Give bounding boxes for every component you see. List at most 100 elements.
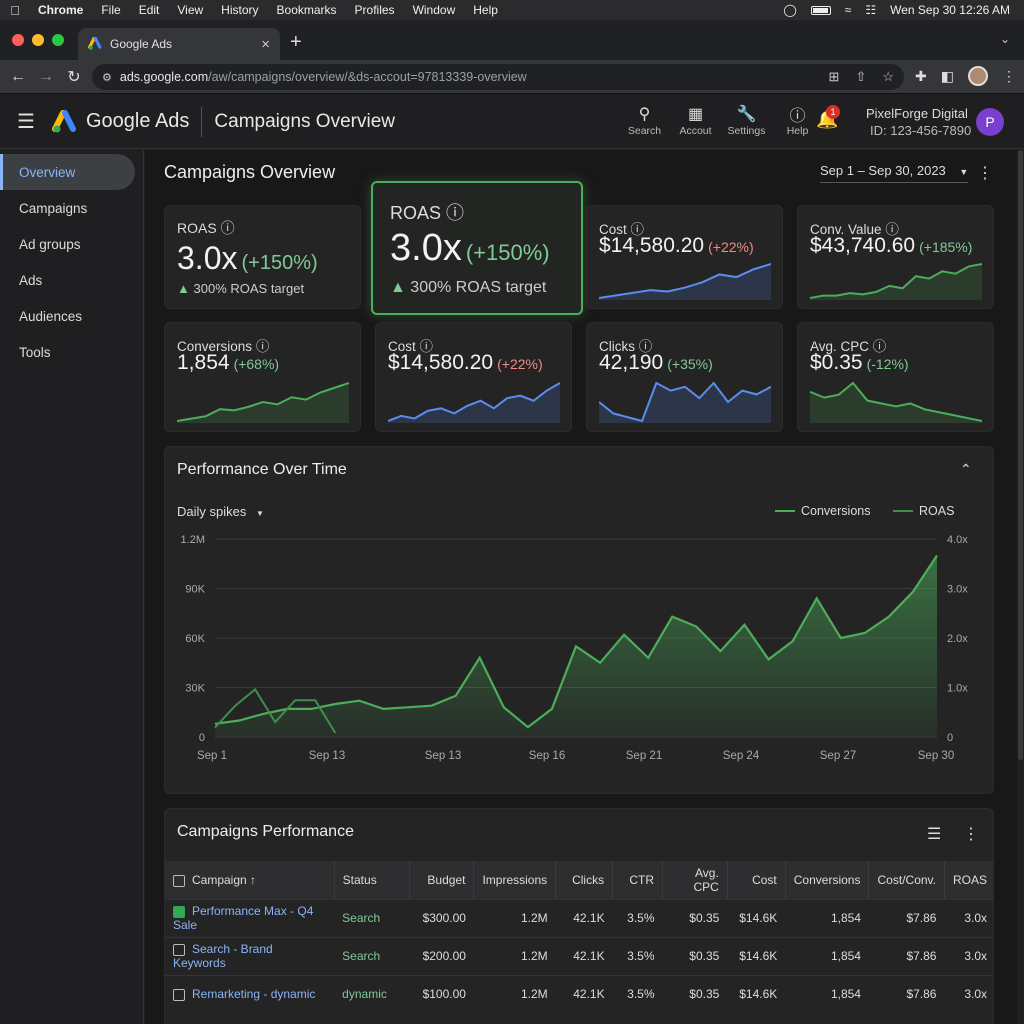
tab-search-chevron-icon[interactable]: ⌄	[999, 32, 1010, 46]
row-checkbox[interactable]	[173, 943, 185, 956]
chevron-down-icon: ▼	[959, 167, 969, 177]
menu-help[interactable]: Help	[473, 3, 498, 17]
legend-conversions[interactable]: Conversions	[775, 504, 870, 518]
zoom-window-button[interactable]	[52, 34, 64, 46]
col-cost[interactable]: Cost	[727, 861, 786, 899]
wifi-icon[interactable]: ≈	[844, 3, 852, 17]
metric-card-roas-highlight[interactable]: ROAS ⓘ 3.0x (+150%) ▲ 300% ROAS target	[371, 181, 583, 315]
table-row[interactable]: Remarketing - dynamic dynamic $100.00 1.…	[165, 974, 993, 1013]
menu-app[interactable]: Chrome	[38, 3, 84, 17]
reload-icon[interactable]: ↻	[67, 68, 81, 86]
scrollbar-thumb[interactable]	[1018, 150, 1023, 760]
header-search-button[interactable]: ⚲ Search	[622, 103, 667, 137]
campaign-name-cell[interactable]: Performance Max - Q4 Sale	[165, 898, 335, 937]
back-icon[interactable]: ←	[10, 67, 26, 85]
metric-card-avg-cpc[interactable]: Avg. CPC ⓘ $0.35 (-12%)	[797, 322, 994, 432]
siri-icon[interactable]: ◯	[783, 3, 797, 17]
campaign-name-cell[interactable]: Search - Brand Keywords	[165, 936, 335, 975]
sidebar-item-ads[interactable]: Ads	[19, 272, 43, 288]
row-checkbox[interactable]	[173, 989, 185, 1002]
sidebar-item-tools[interactable]: Tools	[19, 344, 51, 360]
profile-avatar[interactable]	[968, 66, 988, 86]
metric-card-roas[interactable]: ROAS ⓘ 3.0x (+150%) ▲ 300% ROAS target	[164, 205, 361, 309]
menu-view[interactable]: View	[177, 3, 204, 17]
share-icon[interactable]: ⇧	[855, 69, 867, 84]
chart-mode-dropdown[interactable]: Daily spikes ▼	[177, 504, 264, 519]
y-left-tick-label: 60K	[185, 633, 205, 645]
menu-history[interactable]: History	[221, 3, 259, 17]
col-budget[interactable]: Budget	[409, 861, 475, 899]
col-cost-conv[interactable]: Cost/Conv.	[868, 861, 945, 899]
account-info[interactable]: PixelForge Digital ID: 123-456-7890	[866, 105, 971, 139]
side-panel-icon[interactable]: ◧	[940, 67, 954, 84]
menu-file[interactable]: File	[101, 3, 121, 17]
help-icon[interactable]: ⓘ	[872, 339, 887, 354]
minimize-window-button[interactable]	[32, 34, 44, 46]
help-icon[interactable]: ⓘ	[255, 339, 270, 354]
main-scrollbar[interactable]	[1017, 150, 1024, 1024]
col-campaign[interactable]: Campaign ↑	[165, 861, 335, 899]
metric-card-cost[interactable]: Cost ⓘ $14,580.20 (+22%)	[375, 322, 572, 432]
menu-bookmarks[interactable]: Bookmarks	[276, 3, 337, 17]
metric-card-clicks[interactable]: Clicks ⓘ 42,190 (+35%)	[586, 322, 783, 432]
metric-card-cost-top[interactable]: Cost ⓘ $14,580.20 (+22%)	[586, 205, 783, 309]
close-tab-icon[interactable]: ×	[261, 35, 270, 53]
col-ctr[interactable]: CTR	[612, 861, 663, 899]
menu-edit[interactable]: Edit	[138, 3, 160, 17]
address-bar[interactable]: ⚙ ads.google.com/aw/campaigns/overview/&…	[92, 64, 904, 90]
table-more-icon[interactable]: ⋮	[963, 826, 979, 843]
forward-icon[interactable]: →	[38, 67, 54, 85]
battery-icon[interactable]	[810, 5, 831, 15]
hamburger-menu-icon[interactable]: ☰	[17, 111, 35, 133]
cpc-cell: $0.35	[662, 974, 728, 1013]
col-status[interactable]: Status	[334, 861, 410, 899]
menu-window[interactable]: Window	[412, 3, 456, 17]
new-tab-icon[interactable]: +	[290, 31, 302, 53]
legend-roas[interactable]: ROAS	[893, 504, 954, 518]
help-icon[interactable]: ⓘ	[419, 339, 434, 354]
browser-tab[interactable]: Google Ads ×	[78, 28, 280, 60]
col-avg-cpc[interactable]: Avg. CPC	[662, 861, 728, 899]
col-roas[interactable]: ROAS	[944, 861, 993, 899]
table-row[interactable]: Performance Max - Q4 Sale Search $300.00…	[165, 898, 993, 937]
header-account-button[interactable]: ▦ Accout	[673, 103, 718, 137]
metric-card-conversions[interactable]: Conversions ⓘ 1,854 (+68%)	[164, 322, 361, 432]
bookmark-star-icon[interactable]: ☆	[882, 69, 894, 84]
campaign-name-cell[interactable]: Remarketing - dynamic	[165, 974, 335, 1013]
sidebar-item-overview[interactable]: Overview	[0, 154, 135, 190]
page-more-icon[interactable]: ⋮	[977, 165, 993, 182]
header-help-button[interactable]: ⓘ Help	[775, 103, 820, 137]
col-clicks[interactable]: Clicks	[555, 861, 614, 899]
col-conversions[interactable]: Conversions	[785, 861, 870, 899]
sparkline-line	[810, 381, 982, 422]
browser-menu-icon[interactable]: ⋮	[1002, 67, 1016, 84]
help-icon[interactable]: ⓘ	[446, 203, 465, 223]
user-avatar[interactable]: P	[976, 108, 1004, 136]
table-row[interactable]: Search - Brand Keywords Search $200.00 1…	[165, 936, 993, 975]
filter-icon[interactable]: ☰	[927, 826, 942, 843]
site-info-icon[interactable]: ⚙	[102, 71, 112, 84]
col-impressions[interactable]: Impressions	[473, 861, 557, 899]
sidebar-item-campaigns[interactable]: Campaigns	[19, 200, 88, 216]
help-icon[interactable]: ⓘ	[220, 220, 235, 236]
close-window-button[interactable]	[12, 34, 24, 46]
sidebar-item-audiences[interactable]: Audiences	[19, 308, 83, 324]
metric-card-conv-value[interactable]: Conv. Value ⓘ $43,740.60 (+185%)	[797, 205, 994, 309]
notifications-button[interactable]: 🔔 1	[816, 105, 840, 130]
sparkline-line	[599, 263, 771, 299]
collapse-chevron-up-icon[interactable]: ⌃	[960, 461, 972, 477]
header-settings-button[interactable]: 🔧 Settings	[724, 103, 769, 137]
row-checkbox[interactable]	[173, 905, 185, 918]
select-all-checkbox[interactable]	[173, 874, 185, 887]
apple-icon[interactable]: 	[0, 3, 30, 18]
help-icon[interactable]: ⓘ	[630, 222, 645, 237]
sidebar-item-ad-groups[interactable]: Ad groups	[19, 236, 81, 252]
date-range-selector[interactable]: Sep 1 – Sep 30, 2023 ▼	[820, 163, 969, 183]
extensions-icon[interactable]: ✚	[915, 67, 927, 84]
menubar-clock[interactable]: Wen Sep 30 12:26 AM	[890, 3, 1010, 17]
help-icon[interactable]: ⓘ	[885, 222, 899, 237]
menu-profiles[interactable]: Profiles	[354, 3, 395, 17]
control-center-icon[interactable]: ☷	[865, 3, 877, 17]
install-app-icon[interactable]: ⊞	[828, 69, 840, 84]
help-icon[interactable]: ⓘ	[638, 339, 653, 354]
